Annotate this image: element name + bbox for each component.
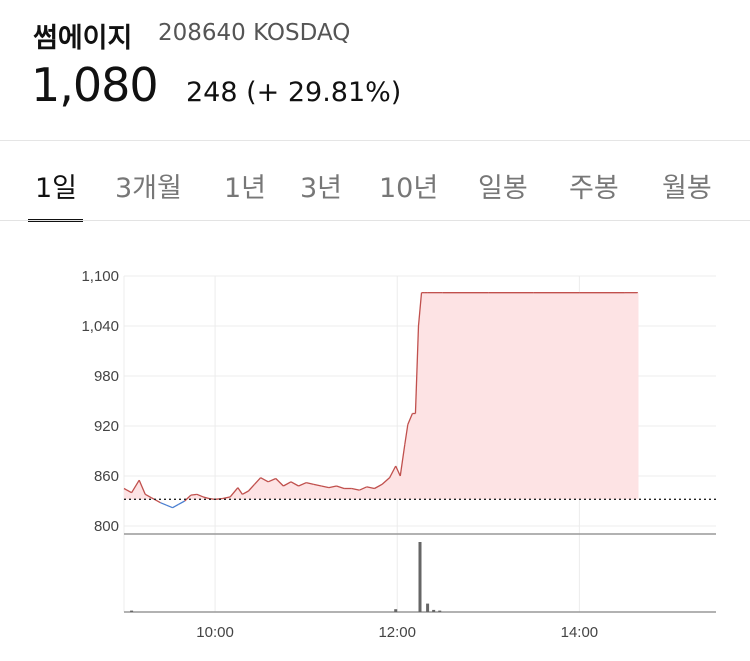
price-line-segment (151, 497, 155, 500)
volume-bar (438, 610, 442, 612)
price-line-segment (407, 413, 414, 425)
price-line-segment (374, 483, 383, 490)
up-fill-area (124, 292, 638, 500)
price-line-segment (242, 490, 249, 495)
current-price: 1,080 (31, 58, 159, 112)
price-change: 248 (+ 29.81%) (186, 77, 402, 108)
tab-monthly-candle[interactable]: 월봉 (662, 173, 712, 204)
price-line-segment (229, 487, 239, 498)
price-line-segment (166, 504, 173, 509)
price-line-segment (196, 493, 204, 498)
price-line-segment (160, 502, 167, 506)
tab-daily-candle[interactable]: 일봉 (478, 173, 528, 204)
price-line-segment (321, 485, 330, 489)
y-tick-label: 1,100 (81, 268, 119, 285)
price-line-segment (399, 444, 406, 477)
price-line-segment (237, 487, 243, 495)
volume-bar (432, 609, 436, 612)
tab-1day[interactable]: 1일 (35, 173, 78, 204)
y-tick-label: 860 (94, 468, 119, 485)
price-line-segment (131, 479, 140, 494)
x-tick-label: 12:00 (378, 624, 416, 641)
y-axis-labels: 1,100 1,040 980 920 860 800 (81, 268, 119, 535)
y-tick-label: 800 (94, 518, 119, 535)
price-line-segment (414, 325, 420, 414)
price-line-segment (123, 487, 132, 494)
price-line-segment (351, 487, 360, 491)
x-tick-label: 10:00 (196, 624, 234, 641)
price-area (123, 292, 716, 509)
price-line-segment (336, 485, 345, 490)
price-line-segment (389, 465, 397, 478)
price-line-segment (190, 493, 197, 496)
price-line-segment (298, 482, 307, 487)
price-line-segment (215, 497, 223, 500)
price-line-segment (138, 479, 146, 495)
y-tick-label: 1,040 (81, 318, 119, 335)
price-line-segment (313, 483, 322, 487)
price-line-segment (417, 292, 423, 327)
price-line-segment (184, 494, 192, 502)
price-line-segment (306, 482, 314, 485)
tabs-divider (0, 220, 750, 221)
price-line-segment (260, 477, 269, 483)
price-line-segment (404, 424, 409, 445)
x-axis-labels: 10:00 12:00 14:00 (196, 624, 598, 641)
price-line-segment (172, 503, 179, 509)
volume-bar (130, 610, 134, 612)
price-line-segment (290, 481, 299, 487)
volume-bar (426, 603, 430, 612)
volume-bar (394, 609, 398, 612)
price-line-segment (144, 493, 152, 499)
volume-bars (130, 542, 442, 612)
price-line-segment (359, 486, 368, 491)
price-line-segment (247, 483, 256, 492)
header-divider (0, 140, 750, 141)
stock-header: 썸에이지 208640 KOSDAQ 1,080 248 (+ 29.81%) (0, 0, 750, 140)
price-line-segment (202, 496, 210, 500)
price-line-segment (275, 478, 284, 487)
tab-3years[interactable]: 3년 (300, 173, 343, 204)
price-line-segment (366, 486, 375, 490)
stock-code-market: 208640 KOSDAQ (158, 20, 351, 46)
stock-name: 썸에이지 (33, 23, 133, 54)
y-tick-label: 980 (94, 368, 119, 385)
period-tabs: 1일 3개월 1년 3년 10년 일봉 주봉 월봉 (0, 160, 750, 220)
price-line-segment (283, 481, 292, 487)
price-line-segment (178, 500, 186, 505)
price-line-segment (381, 477, 391, 485)
price-line-segment (328, 485, 337, 489)
x-tick-label: 14:00 (561, 624, 599, 641)
price-line-segment (254, 477, 262, 485)
tab-10years[interactable]: 10년 (379, 173, 439, 204)
tab-3months[interactable]: 3개월 (115, 173, 182, 204)
y-tick-label: 920 (94, 418, 119, 435)
price-line-segment (222, 496, 231, 500)
price-line-segment (395, 465, 401, 477)
volume-bar (418, 542, 422, 612)
tab-weekly-candle[interactable]: 주봉 (569, 173, 619, 204)
tab-1year[interactable]: 1년 (224, 173, 267, 204)
price-line-segment (267, 477, 277, 483)
